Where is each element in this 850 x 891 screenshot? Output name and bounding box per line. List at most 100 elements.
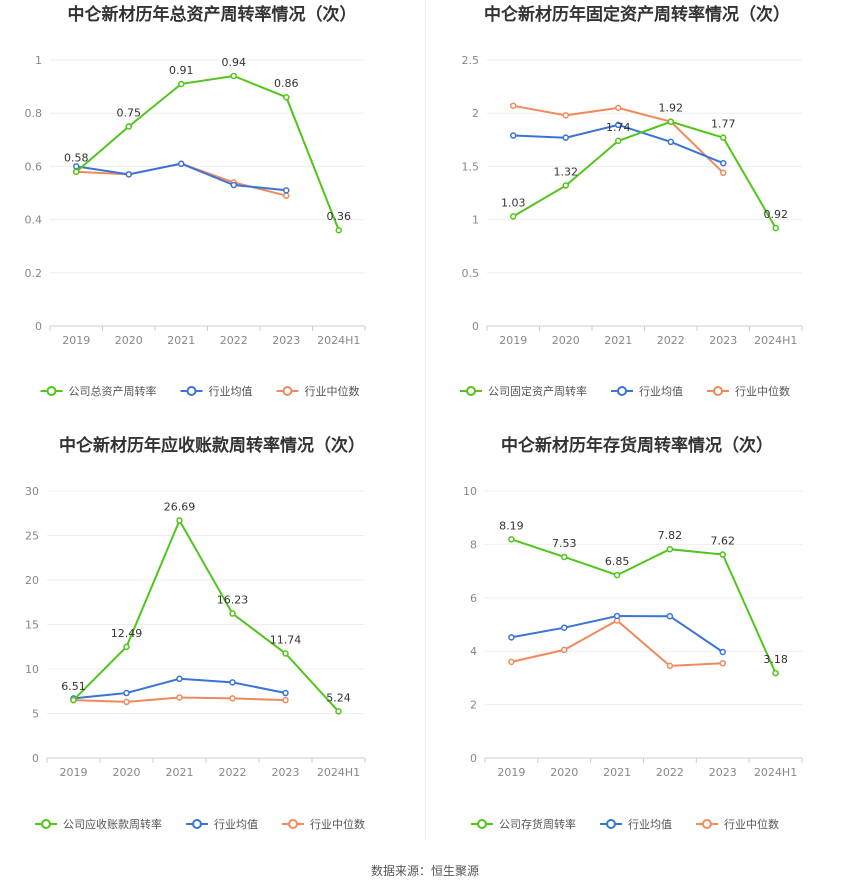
legend-label-company: 公司总资产周转率 [69,384,157,398]
x-tick-label: 2024H1 [754,334,797,347]
y-tick-label: 25 [25,530,39,543]
data-label: 3.18 [763,653,788,666]
x-tick-label: 2024H1 [317,766,360,779]
legend-marker-median [282,386,293,396]
x-tick-label: 2021 [167,334,195,347]
x-tick-label: 2023 [709,766,737,779]
legend-label-median: 行业中位数 [735,384,790,398]
y-tick-label: 0.8 [25,107,43,120]
x-tick-label: 2022 [656,766,684,779]
legend-label-median: 行业中位数 [310,817,365,831]
data-point-avg [123,689,130,697]
y-tick-label: 1 [35,54,42,67]
data-source-note: 数据来源：恒生聚源 [370,864,479,878]
data-point-company [178,80,185,88]
y-tick-label: 0.5 [462,267,480,280]
chart-svg-fixed-asset: 中仑新材历年固定资产周转率情况（次） 0 0.5 1 1.5 2 2.5 2019 2020 20… [460,4,803,398]
data-point-avg [508,634,515,641]
data-label: 8.19 [499,519,524,532]
legend-label-company: 公司应收账款周转率 [63,817,162,831]
y-tick-label: 4 [470,645,477,658]
y-tick-label: 8 [470,538,477,551]
chart-title: 中仑新材历年固定资产周转率情况（次） [484,4,790,25]
data-point-company [229,610,236,617]
chart-title: 中仑新材历年存货周转率情况（次） [501,435,773,456]
data-point-company [667,118,674,125]
x-tick-label: 2024H1 [317,334,360,347]
x-tick-label: 2022 [220,334,248,347]
data-point-median [123,698,130,706]
data-point-avg [719,648,726,656]
data-point-median [562,112,569,119]
y-tick-label: 10 [25,663,39,676]
y-tick-label: 2 [472,107,479,120]
x-tick-label: 2019 [62,334,90,347]
legend-label-avg: 行业均值 [639,385,683,398]
data-point-company [70,696,77,704]
x-tick-label: 2021 [166,766,194,779]
data-point-avg [176,675,183,683]
data-label: 0.36 [327,210,352,223]
data-label: 0.92 [764,208,789,221]
chart-title: 中仑新材历年应收账款周转率情况（次） [59,435,365,456]
data-label: 0.58 [64,152,89,165]
legend-marker-avg [192,819,202,829]
data-point-avg [283,187,290,194]
chart-svg-total-asset: 中仑新材历年总资产周转率情况（次） 0 0.2 0.4 0.6 0.8 1 2019 2020 2… [25,4,366,398]
chart-receivables-turnover: 中仑新材历年应收账款周转率情况（次） 0 5 10 15 20 25 30 2019 2020 20… [0,432,425,864]
x-tick-label: 2022 [657,334,685,347]
data-label: 0.94 [222,56,247,69]
series-line-avg [76,162,287,192]
legend-label-median: 行业中位数 [724,817,779,831]
data-point-company [562,182,569,189]
y-tick-label: 10 [463,485,477,498]
data-point-median [561,646,568,654]
legend-marker-company [46,386,57,396]
data-point-median [508,658,515,666]
x-tick-label: 2021 [603,766,631,779]
data-point-median [510,102,517,110]
legend-label-company: 公司存货周转率 [499,817,576,831]
y-tick-label: 6 [470,592,477,605]
legend-marker-median [713,386,723,396]
data-point-company [283,93,290,101]
chart-svg-inventory: 中仑新材历年存货周转率情况（次） 0 2 4 6 8 10 2019 2020 2021 2022 2… [463,435,803,831]
data-point-company [720,134,727,141]
y-tick-label: 5 [32,708,39,721]
x-tick-label: 2023 [709,334,737,347]
data-label: 6.85 [605,555,630,568]
data-point-company [282,650,289,657]
data-label: 5.24 [326,691,351,704]
data-point-company [73,168,80,175]
data-point-company [510,213,517,220]
legend-marker-company [477,819,487,829]
legend-label-avg: 行业均值 [214,818,258,831]
data-point-avg [720,159,727,167]
legend-marker-avg [617,386,627,396]
data-point-company [772,669,779,677]
data-point-avg [667,138,674,146]
legend-label-median: 行业中位数 [305,384,360,398]
data-point-company [125,123,132,130]
series-line-company [72,518,340,713]
legend-label-avg: 行业均值 [209,385,253,398]
data-label: 7.62 [711,535,736,548]
data-label: 0.75 [117,107,142,120]
data-label: 7.82 [658,529,683,542]
chart-inventory-turnover: 中仑新材历年存货周转率情况（次） 0 2 4 6 8 10 2019 2020 2021 2022 2… [425,432,850,864]
legend-marker-median [702,819,712,829]
vertical-divider [425,0,426,840]
chart-svg-receivables: 中仑新材历年应收账款周转率情况（次） 0 5 10 15 20 25 30 2019 2020 20… [25,435,366,831]
y-tick-label: 1 [472,214,479,227]
series-line-company [511,538,777,674]
y-tick-label: 20 [25,574,39,587]
legend-marker-avg [606,819,616,829]
x-tick-label: 2020 [115,334,143,347]
data-point-median [720,169,727,177]
y-tick-label: 0.2 [25,267,43,280]
y-tick-label: 0 [32,752,39,765]
data-point-company [508,536,515,543]
y-tick-label: 15 [25,619,39,632]
data-point-company [335,226,342,234]
data-point-company [335,708,342,715]
